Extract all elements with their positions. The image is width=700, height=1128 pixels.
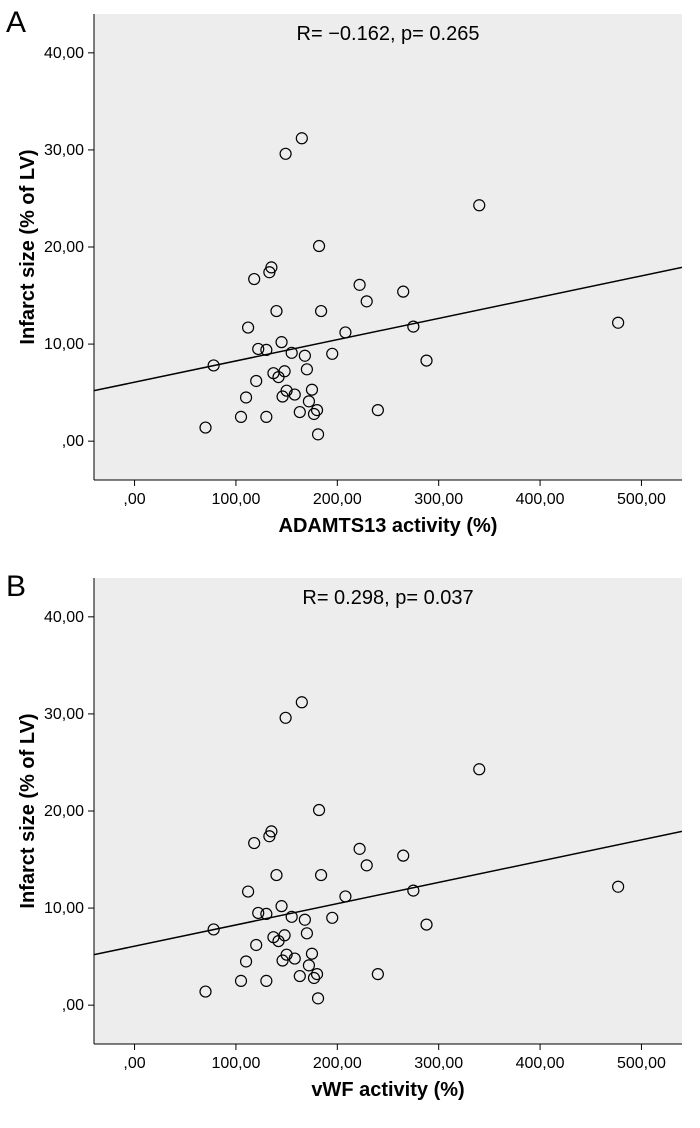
y-tick-label: ,00	[62, 433, 84, 450]
x-tick-label: 300,00	[414, 1055, 463, 1072]
x-tick-label: 200,00	[313, 1055, 362, 1072]
x-axis-label: ADAMTS13 activity (%)	[279, 515, 498, 537]
plot-background	[94, 14, 682, 480]
y-tick-label: ,00	[62, 997, 84, 1014]
y-axis-label: Infarct size (% of LV)	[17, 713, 39, 908]
x-tick-label: 300,00	[414, 491, 463, 508]
x-tick-label: ,00	[123, 491, 145, 508]
y-tick-label: 40,00	[44, 45, 84, 62]
x-tick-label: 100,00	[211, 1055, 260, 1072]
y-tick-label: 30,00	[44, 142, 84, 159]
x-tick-label: 500,00	[617, 491, 666, 508]
y-tick-label: 20,00	[44, 239, 84, 256]
y-tick-label: 30,00	[44, 706, 84, 723]
panel-a: A ,00100,00200,00300,00400,00500,00,0010…	[0, 0, 700, 564]
x-tick-label: 500,00	[617, 1055, 666, 1072]
panel-a-svg: ,00 100,00 200,00 300,00 400,00 500,00 ,00 10,0…	[0, 0, 700, 564]
stats-text: R= 0.298, p= 0.037	[302, 587, 473, 609]
figure: A ,00100,00200,00300,00400,00500,00,0010…	[0, 0, 700, 1128]
x-tick-label: 400,00	[516, 1055, 565, 1072]
panel-a-plot: ,00 100,00 200,00 300,00 400,00 500,00 ,00 10,0…	[17, 14, 682, 537]
y-tick-label: 10,00	[44, 336, 84, 353]
y-tick-label: 20,00	[44, 803, 84, 820]
x-tick-label: 100,00	[211, 491, 260, 508]
y-tick-label: 10,00	[44, 900, 84, 917]
x-axis-label: vWF activity (%)	[311, 1079, 464, 1101]
x-tick-label: 200,00	[313, 491, 362, 508]
y-tick-label: 40,00	[44, 609, 84, 626]
x-tick-label: ,00	[123, 1055, 145, 1072]
x-tick-label: 400,00	[516, 491, 565, 508]
stats-text: R= −0.162, p= 0.265	[297, 23, 480, 45]
panel-b: B ,00100,00200,00300,00400,00500,00,0010…	[0, 564, 700, 1128]
y-axis-label: Infarct size (% of LV)	[17, 149, 39, 344]
panel-b-plot: ,00 100,00 200,00 300,00 400,00 500,00 ,00 10,0…	[17, 578, 682, 1101]
plot-background	[94, 578, 682, 1044]
panel-b-svg: ,00 100,00 200,00 300,00 400,00 500,00 ,00 10,0…	[0, 564, 700, 1128]
